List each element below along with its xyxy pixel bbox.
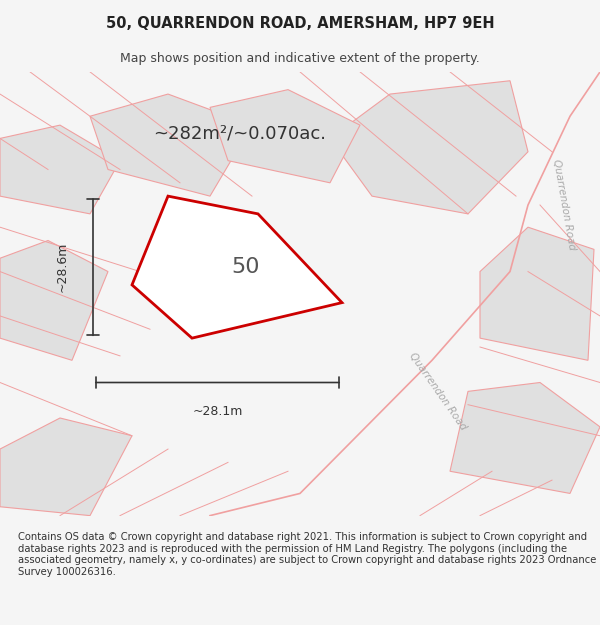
Text: ~28.6m: ~28.6m <box>56 242 69 292</box>
Text: ~28.1m: ~28.1m <box>193 405 242 418</box>
Polygon shape <box>330 81 528 214</box>
Text: Quarrendon Road: Quarrendon Road <box>407 351 469 432</box>
Polygon shape <box>90 94 252 196</box>
Text: ~282m²/~0.070ac.: ~282m²/~0.070ac. <box>154 125 326 143</box>
Text: Map shows position and indicative extent of the property.: Map shows position and indicative extent… <box>120 52 480 65</box>
Polygon shape <box>0 418 132 516</box>
Text: 50: 50 <box>232 257 260 277</box>
Text: 50, QUARRENDON ROAD, AMERSHAM, HP7 9EH: 50, QUARRENDON ROAD, AMERSHAM, HP7 9EH <box>106 16 494 31</box>
Polygon shape <box>0 241 108 360</box>
Polygon shape <box>210 89 360 182</box>
Polygon shape <box>450 382 600 494</box>
Polygon shape <box>0 125 120 214</box>
Text: Contains OS data © Crown copyright and database right 2021. This information is : Contains OS data © Crown copyright and d… <box>18 532 596 577</box>
Polygon shape <box>480 227 594 360</box>
Polygon shape <box>132 196 342 338</box>
Text: Quarrendon Road: Quarrendon Road <box>551 159 577 251</box>
